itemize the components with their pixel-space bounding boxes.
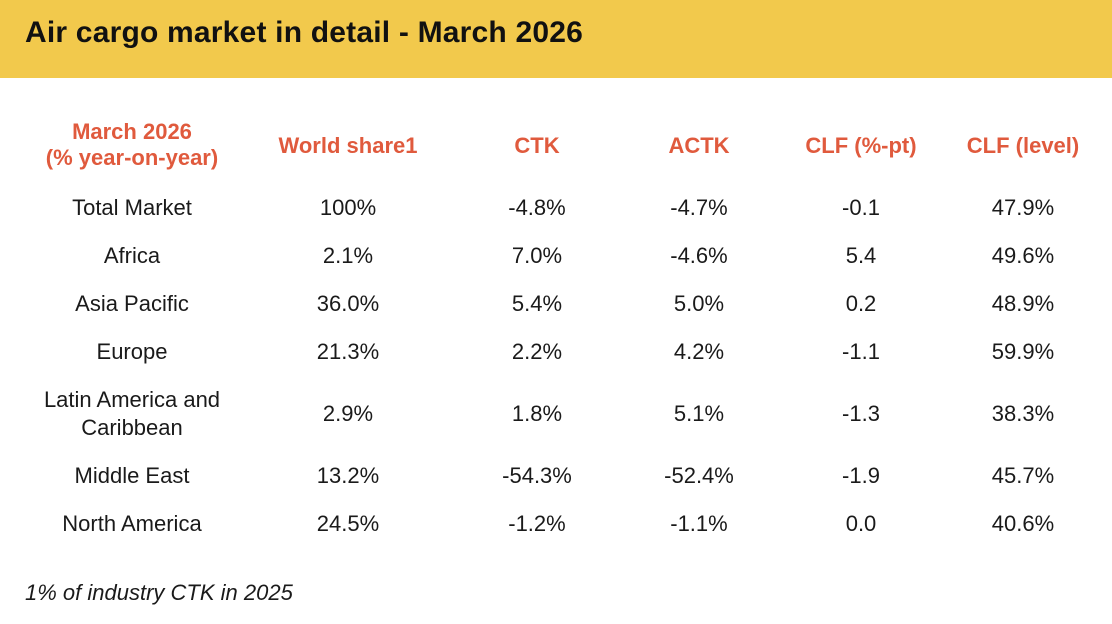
header-region-line1: March 2026 [72, 119, 192, 144]
row-region: Asia Pacific [20, 290, 244, 318]
cell-world-share: 13.2% [316, 463, 380, 488]
cell-clf-pt: -1.9 [842, 463, 880, 488]
cell-ctk: 1.8% [511, 401, 563, 426]
cell-clf-level: 47.9% [991, 195, 1055, 220]
row-region-line1: North America [62, 511, 202, 536]
cell-actk: -4.7% [670, 195, 728, 220]
cell-clf-level: 59.9% [991, 339, 1055, 364]
row-region-line1: Africa [103, 243, 161, 268]
header-region-line2: (% year-on-year) [45, 145, 219, 170]
cell-actk: -1.1% [670, 511, 728, 536]
cell-actk: 5.0% [673, 291, 725, 316]
row-region: Latin America and Caribbean [20, 386, 244, 442]
cell-clf-pt: -0.1 [842, 195, 880, 220]
cell-world-share: 100% [319, 195, 377, 220]
row-region-line2: Caribbean [81, 415, 183, 440]
row-region-line1: Europe [96, 339, 168, 364]
cell-world-share: 24.5% [316, 511, 380, 536]
cell-ctk: -1.2% [508, 511, 566, 536]
cell-actk: -4.6% [670, 243, 728, 268]
cell-actk: 5.1% [673, 401, 725, 426]
cell-clf-level: 45.7% [991, 463, 1055, 488]
row-region: North America [20, 510, 244, 538]
row-region-line1: Total Market [72, 195, 192, 220]
cell-ctk: 5.4% [511, 291, 563, 316]
cell-world-share: 2.1% [322, 243, 374, 268]
row-region-line1: Latin America and [43, 387, 221, 412]
cell-clf-level: 40.6% [991, 511, 1055, 536]
header-actk: ACTK [668, 133, 730, 158]
cell-world-share: 36.0% [316, 291, 380, 316]
cell-ctk: -54.3% [502, 463, 572, 488]
cell-clf-level: 38.3% [991, 401, 1055, 426]
header-world-share: World share1 [278, 133, 418, 158]
cell-world-share: 21.3% [316, 339, 380, 364]
row-region: Middle East [20, 462, 244, 490]
cell-ctk: 2.2% [511, 339, 563, 364]
cell-actk: 4.2% [673, 339, 725, 364]
cell-ctk: 7.0% [511, 243, 563, 268]
footnote: 1% of industry CTK in 2025 [25, 580, 293, 605]
row-region: Africa [20, 242, 244, 270]
row-region-line1: Asia Pacific [75, 291, 189, 316]
page-title: Air cargo market in detail - March 2026 [25, 16, 584, 49]
header-region: March 2026 (% year-on-year) [20, 119, 244, 171]
row-region: Europe [20, 338, 244, 366]
title-banner: Air cargo market in detail - March 2026 [0, 0, 1112, 78]
cell-clf-pt: 5.4 [845, 243, 877, 268]
cell-clf-pt: 0.2 [845, 291, 877, 316]
cell-world-share: 2.9% [322, 401, 374, 426]
cell-clf-level: 48.9% [991, 291, 1055, 316]
header-ctk: CTK [514, 133, 560, 158]
row-region: Total Market [20, 194, 244, 222]
cell-clf-pt: 0.0 [845, 511, 877, 536]
cell-clf-level: 49.6% [991, 243, 1055, 268]
cell-ctk: -4.8% [508, 195, 566, 220]
header-clf-pt: CLF (%-pt) [805, 133, 917, 158]
row-region-line1: Middle East [74, 463, 190, 488]
cell-actk: -52.4% [664, 463, 734, 488]
header-clf-level: CLF (level) [966, 133, 1080, 158]
cell-clf-pt: -1.1 [842, 339, 880, 364]
cell-clf-pt: -1.3 [842, 401, 880, 426]
